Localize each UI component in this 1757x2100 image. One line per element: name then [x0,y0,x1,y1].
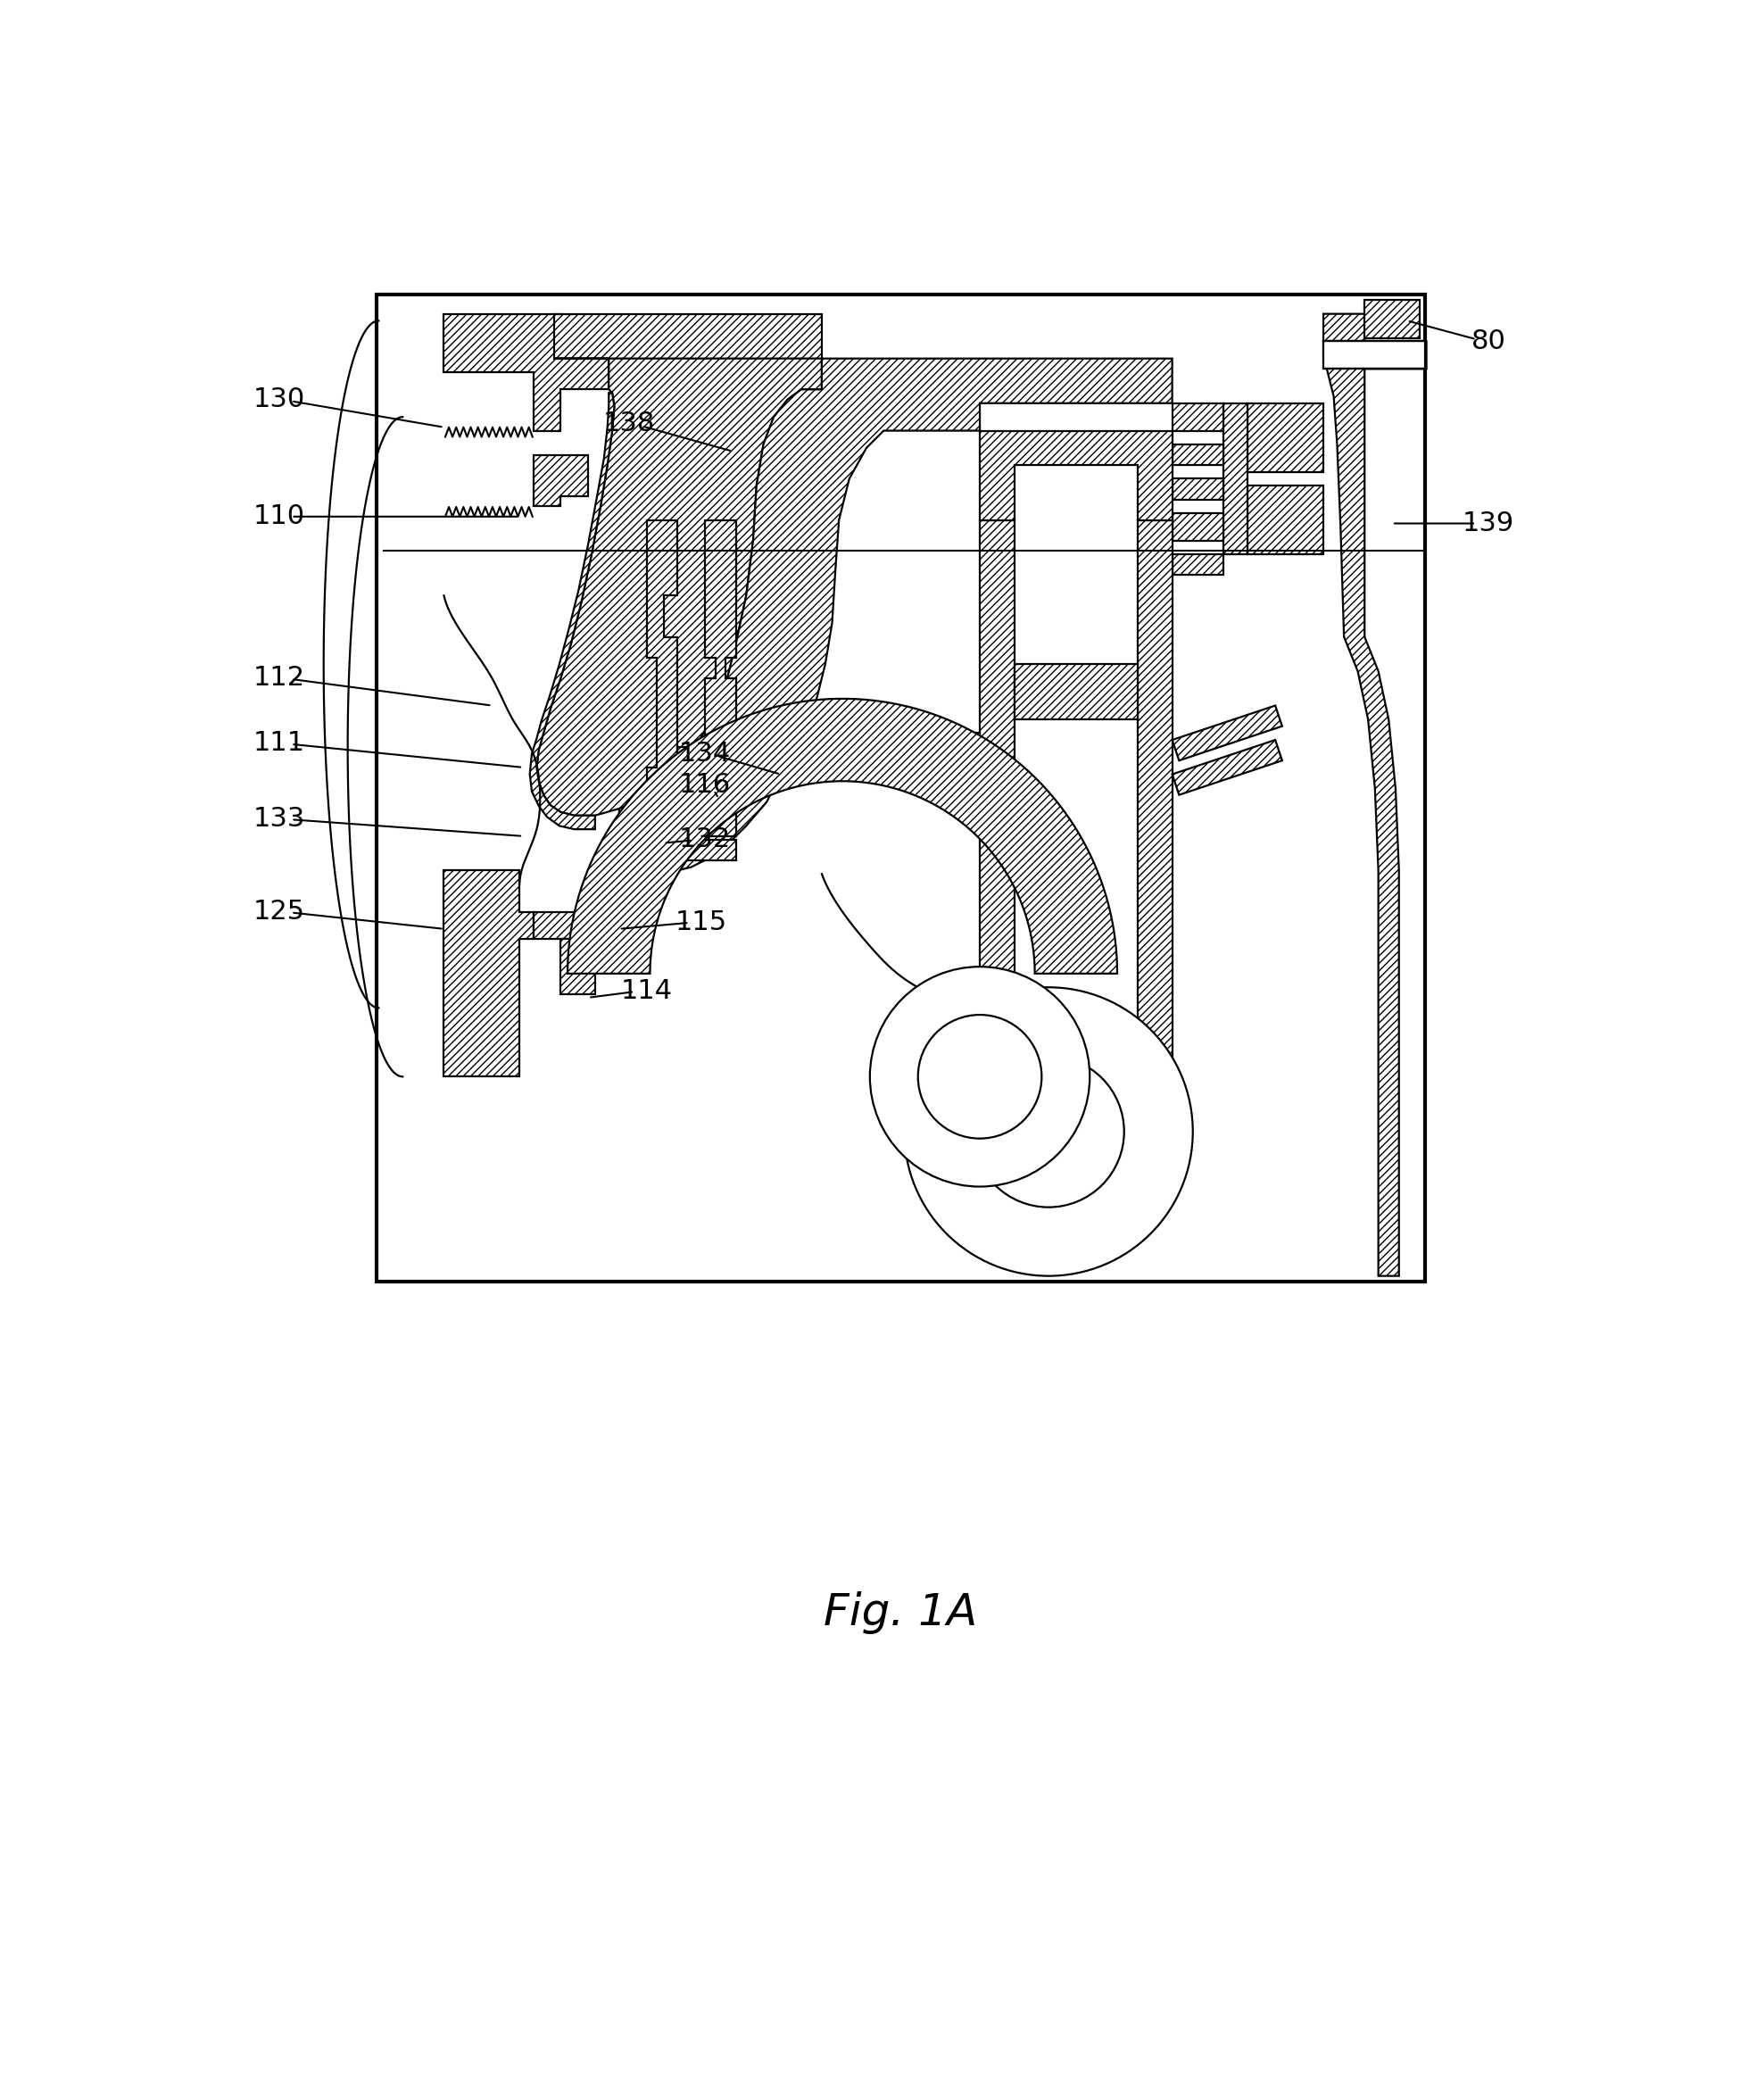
Polygon shape [531,393,615,830]
Bar [596,926,615,939]
Circle shape [917,1014,1042,1138]
Polygon shape [445,313,608,430]
Polygon shape [980,430,1172,521]
Polygon shape [1323,313,1427,1277]
Text: 138: 138 [603,412,655,437]
Text: 115: 115 [676,909,727,935]
Polygon shape [1172,403,1223,430]
Polygon shape [1172,706,1283,760]
Bar [678,775,705,788]
Text: 139: 139 [1462,510,1515,536]
Polygon shape [891,733,980,754]
Polygon shape [1014,664,1139,720]
Polygon shape [618,359,1172,874]
Text: 80: 80 [1471,328,1506,355]
Bar [678,748,705,766]
Text: 134: 134 [678,741,731,766]
Polygon shape [1247,403,1323,472]
Polygon shape [568,699,1117,974]
Polygon shape [1247,485,1323,554]
Bar [648,840,661,853]
Bar [647,840,736,861]
Bar [596,895,636,926]
Polygon shape [884,739,980,796]
Polygon shape [532,456,589,506]
Polygon shape [1172,445,1223,464]
Polygon shape [445,872,532,1077]
Polygon shape [553,313,822,359]
Text: 130: 130 [253,386,306,414]
Polygon shape [532,911,596,939]
Bar [662,840,675,853]
Text: 110: 110 [253,504,306,529]
Text: 114: 114 [620,979,673,1004]
Circle shape [973,1056,1124,1208]
Polygon shape [1223,403,1247,554]
Text: 112: 112 [253,666,306,691]
Polygon shape [1172,554,1223,575]
Polygon shape [560,939,596,993]
Circle shape [905,987,1193,1277]
Text: 116: 116 [678,771,731,798]
Bar [1365,300,1420,338]
Polygon shape [705,521,736,836]
Circle shape [870,966,1089,1186]
Bar [376,294,1425,1281]
Polygon shape [1139,521,1172,1063]
Text: 133: 133 [253,806,306,832]
Text: 132: 132 [678,827,731,853]
Polygon shape [647,521,678,823]
Text: 125: 125 [253,899,306,924]
Text: 111: 111 [253,731,306,756]
Polygon shape [1172,479,1223,500]
Polygon shape [1172,512,1223,540]
Polygon shape [1172,739,1283,796]
Polygon shape [536,359,822,815]
Text: Fig. 1A: Fig. 1A [824,1592,977,1634]
Bar [1323,342,1425,370]
Polygon shape [980,521,1014,1063]
